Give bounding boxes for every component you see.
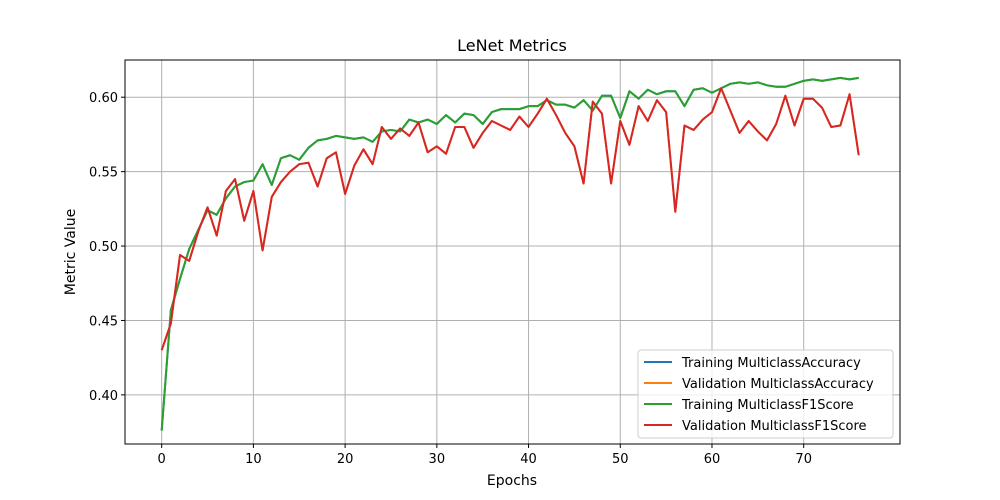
- y-tick-label: 0.40: [89, 389, 118, 404]
- x-tick-label: 60: [704, 452, 721, 467]
- legend-label-3: Validation MulticlassF1Score: [682, 419, 867, 434]
- x-tick-label: 10: [245, 452, 262, 467]
- x-tick-label: 50: [612, 452, 629, 467]
- legend-label-1: Validation MulticlassAccuracy: [682, 377, 874, 392]
- legend: Training MulticlassAccuracy Validation Mu…: [637, 349, 894, 439]
- legend-label-2: Training MulticlassF1Score: [681, 398, 854, 413]
- y-tick-label: 0.50: [89, 240, 118, 255]
- legend-label-0: Training MulticlassAccuracy: [681, 356, 861, 371]
- series-line-2: [160, 76, 859, 431]
- x-axis-title: Epochs: [487, 473, 537, 489]
- legend-box: [637, 349, 894, 439]
- x-tick-label: 0: [158, 452, 166, 467]
- y-axis-title: Metric Value: [63, 209, 79, 295]
- series-lines: [160, 76, 860, 431]
- y-axis-ticks: 0.40 0.45 0.50 0.55 0.60: [89, 91, 125, 404]
- x-tick-label: 70: [795, 452, 812, 467]
- y-tick-label: 0.45: [89, 314, 118, 329]
- x-tick-label: 30: [429, 452, 446, 467]
- x-axis-ticks: 0 10 20 30 40 50 60 70: [158, 444, 812, 467]
- plot-frame: [124, 59, 901, 445]
- chart-title: LeNet Metrics: [457, 36, 567, 55]
- x-tick-label: 20: [337, 452, 354, 467]
- y-tick-label: 0.60: [89, 91, 118, 106]
- x-tick-label: 40: [520, 452, 537, 467]
- y-tick-label: 0.55: [89, 166, 118, 181]
- series-line-3: [160, 87, 860, 351]
